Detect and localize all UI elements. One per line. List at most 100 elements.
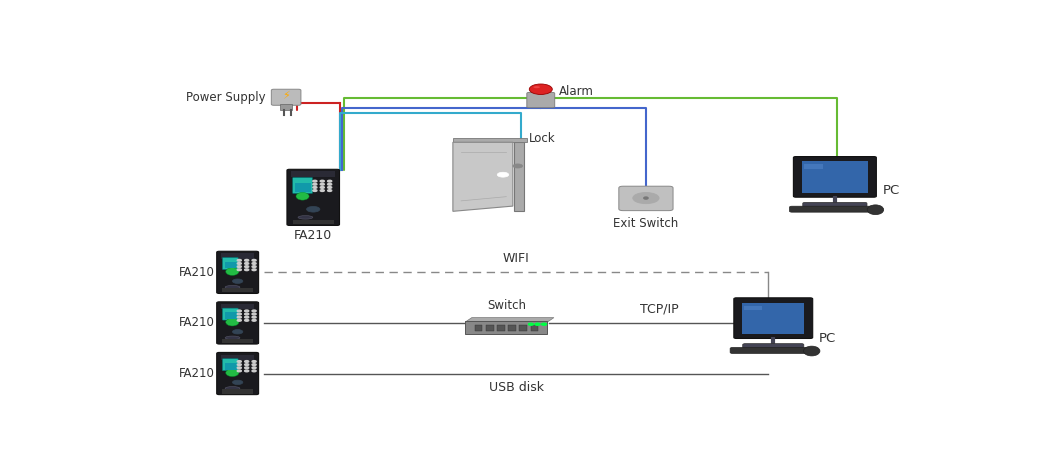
Bar (519, 325, 527, 331)
Ellipse shape (225, 285, 240, 289)
FancyBboxPatch shape (793, 157, 877, 197)
Circle shape (252, 263, 257, 265)
Bar (292, 171, 335, 177)
Circle shape (237, 316, 242, 318)
Bar (223, 288, 253, 293)
Circle shape (245, 266, 249, 267)
Text: TCP/IP: TCP/IP (640, 302, 678, 315)
Circle shape (237, 260, 242, 261)
Bar (487, 325, 494, 331)
Bar (220, 253, 254, 259)
Bar (223, 390, 253, 394)
Circle shape (245, 316, 249, 318)
Circle shape (245, 364, 249, 366)
Ellipse shape (226, 369, 238, 376)
Text: PC: PC (883, 184, 900, 197)
Bar (509, 325, 516, 331)
Ellipse shape (225, 336, 240, 340)
Bar (225, 312, 236, 319)
Ellipse shape (867, 205, 884, 215)
FancyBboxPatch shape (223, 258, 238, 270)
Circle shape (529, 323, 533, 325)
Circle shape (313, 183, 317, 185)
Text: FA210: FA210 (179, 317, 214, 329)
Circle shape (237, 313, 242, 315)
Circle shape (252, 319, 257, 321)
FancyBboxPatch shape (465, 321, 547, 334)
Text: Power Supply: Power Supply (186, 92, 266, 105)
Ellipse shape (529, 84, 552, 95)
Bar (475, 325, 482, 331)
Bar (802, 161, 868, 193)
Text: Lock: Lock (529, 131, 555, 145)
Circle shape (237, 266, 242, 267)
FancyBboxPatch shape (802, 202, 867, 207)
FancyBboxPatch shape (216, 352, 259, 395)
Circle shape (237, 310, 242, 312)
Ellipse shape (296, 193, 310, 200)
Bar (453, 138, 527, 142)
Ellipse shape (803, 346, 820, 356)
Text: Alarm: Alarm (559, 85, 594, 98)
Circle shape (232, 330, 243, 334)
Ellipse shape (226, 268, 238, 275)
Circle shape (513, 164, 523, 168)
Bar (280, 104, 292, 110)
Circle shape (237, 370, 242, 372)
FancyBboxPatch shape (734, 298, 813, 338)
Circle shape (237, 319, 242, 321)
Text: ⚡: ⚡ (282, 91, 290, 101)
Circle shape (245, 260, 249, 261)
Circle shape (245, 370, 249, 372)
Circle shape (252, 316, 257, 318)
Bar (293, 220, 334, 224)
Circle shape (252, 310, 257, 312)
FancyBboxPatch shape (223, 308, 238, 320)
Circle shape (306, 207, 320, 212)
FancyBboxPatch shape (790, 206, 880, 212)
Text: Switch: Switch (487, 299, 526, 313)
Circle shape (237, 364, 242, 366)
FancyBboxPatch shape (223, 359, 238, 371)
Circle shape (328, 187, 332, 188)
Text: FA210: FA210 (294, 230, 333, 242)
FancyBboxPatch shape (527, 92, 554, 108)
FancyBboxPatch shape (216, 302, 259, 344)
Text: WIFI: WIFI (502, 252, 530, 265)
Circle shape (237, 361, 242, 362)
Ellipse shape (225, 386, 240, 390)
Circle shape (245, 269, 249, 270)
Ellipse shape (643, 196, 649, 200)
Bar (514, 141, 525, 211)
Circle shape (245, 361, 249, 362)
Circle shape (252, 364, 257, 366)
Circle shape (252, 260, 257, 261)
Circle shape (252, 367, 257, 369)
Circle shape (245, 263, 249, 265)
Bar (497, 325, 505, 331)
Circle shape (245, 313, 249, 315)
Text: Exit Switch: Exit Switch (614, 217, 678, 230)
Circle shape (320, 183, 324, 185)
Circle shape (252, 361, 257, 362)
Circle shape (535, 323, 540, 325)
Bar (225, 363, 236, 370)
Circle shape (542, 323, 547, 325)
Circle shape (252, 313, 257, 315)
FancyBboxPatch shape (730, 347, 816, 353)
FancyBboxPatch shape (619, 186, 673, 211)
Ellipse shape (533, 86, 540, 88)
Text: USB disk: USB disk (489, 381, 544, 394)
Circle shape (252, 370, 257, 372)
Circle shape (320, 190, 324, 192)
Circle shape (328, 180, 332, 182)
Bar (803, 164, 824, 169)
Bar (742, 303, 805, 334)
Circle shape (232, 380, 243, 385)
Text: FA210: FA210 (179, 266, 214, 279)
Circle shape (320, 187, 324, 188)
FancyBboxPatch shape (216, 251, 259, 294)
Bar (225, 262, 236, 268)
FancyBboxPatch shape (293, 178, 313, 193)
Circle shape (232, 279, 243, 284)
